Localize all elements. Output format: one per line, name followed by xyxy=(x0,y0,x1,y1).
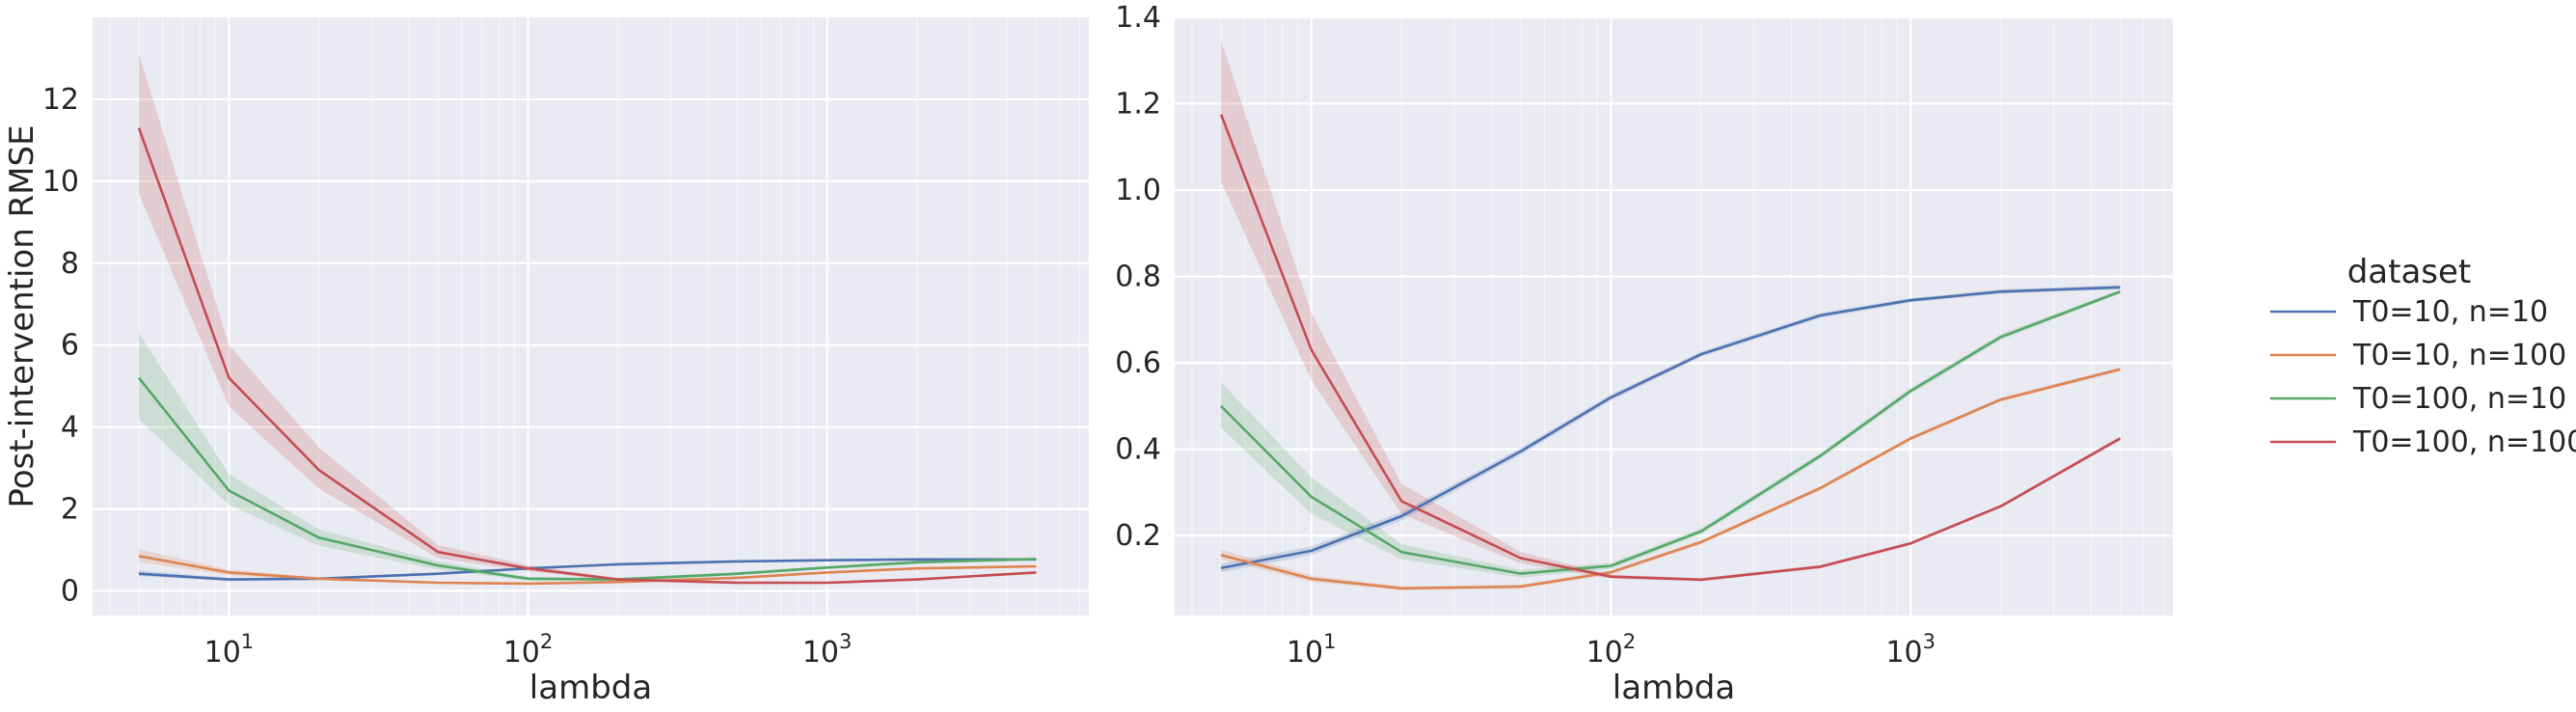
series-line-t0-100-n-100 xyxy=(137,127,1037,585)
y-tick-label: 0.4 xyxy=(1115,433,1161,467)
y-tick-label: 1.2 xyxy=(1115,88,1161,122)
legend-label-t0-100-n-100: T0=100, n=100 xyxy=(2352,425,2576,459)
plot-area-1 xyxy=(1175,17,2173,616)
x-tick-label: 101 xyxy=(1287,630,1337,670)
x-tick-label: 103 xyxy=(802,630,853,670)
y-tick-label: 0.2 xyxy=(1115,519,1161,553)
series-line-t0-10-n-10 xyxy=(138,558,1037,581)
legend-label-t0-10-n-100: T0=10, n=100 xyxy=(2352,339,2566,372)
y-tick-label: 6 xyxy=(61,329,79,363)
x-tick-label: 102 xyxy=(1586,630,1637,670)
y-tick-label: 0 xyxy=(61,575,79,609)
legend: dataset T0=10, n=10 T0=10, n=100 T0=100, n… xyxy=(2270,253,2576,459)
legend-label-t0-10-n-10: T0=10, n=10 xyxy=(2352,295,2548,329)
plot-area-0 xyxy=(93,17,1089,616)
x-tick-label: 101 xyxy=(204,630,255,670)
y-tick-label: 4 xyxy=(61,411,79,445)
y-axis-label: Post-intervention RMSE xyxy=(3,124,41,507)
y-tick-label: 10 xyxy=(42,165,79,199)
x-axis-label: lambda xyxy=(1613,669,1735,707)
y-tick-label: 1.4 xyxy=(1115,1,1161,35)
y-tick-label: 8 xyxy=(61,247,79,281)
x-axis-label: lambda xyxy=(529,669,652,707)
y-tick-label: 0.8 xyxy=(1115,260,1161,294)
series-line-t0-100-n-100 xyxy=(1219,114,2121,582)
y-tick-label: 0.6 xyxy=(1115,346,1161,380)
y-tick-label: 12 xyxy=(42,83,79,117)
series-line-t0-100-n-10 xyxy=(137,376,1037,581)
legend-label-t0-100-n-10: T0=100, n=10 xyxy=(2352,382,2566,416)
legend-title: dataset xyxy=(2347,253,2472,291)
y-tick-label: 2 xyxy=(61,493,79,527)
series-line-t0-10-n-10 xyxy=(1220,286,2121,570)
series-line-t0-100-n-10 xyxy=(1220,290,2121,575)
series-line-t0-10-n-100 xyxy=(1220,368,2121,590)
left-plot-panel: 0 2 4 6 8 10 12 101 102 103 lambda Post-interventio… xyxy=(3,17,1089,707)
right-plot-panel: 0.2 0.4 0.6 0.8 1.0 1.2 1.4 101 102 103 lambda xyxy=(1115,1,2173,707)
y-tick-label: 1.0 xyxy=(1115,174,1161,207)
series-line-t0-10-n-100 xyxy=(138,555,1037,586)
x-tick-label: 102 xyxy=(503,630,554,670)
x-tick-label: 103 xyxy=(1885,630,1936,670)
